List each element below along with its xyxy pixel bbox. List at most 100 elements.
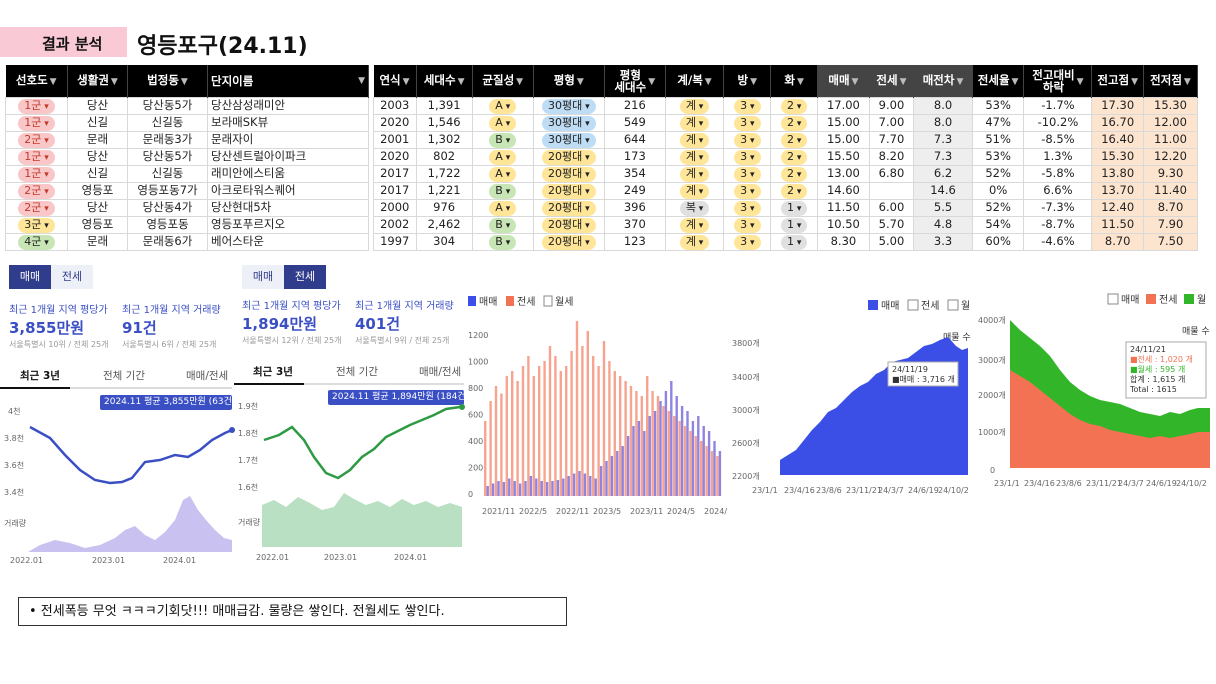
tab-all-2[interactable]: 전체 기간 [336, 366, 378, 378]
table-row[interactable]: 4군문래문래동6가베어스타운 [5, 232, 369, 251]
cell-pref[interactable]: 1군 [5, 96, 68, 115]
cell-bath[interactable]: 1 [770, 198, 819, 217]
table-row[interactable]: 3군영등포영등포동영등포푸르지오 [5, 215, 369, 234]
header-col-5[interactable]: 계/복 ▼ [665, 65, 725, 97]
header-col-1[interactable]: 세대수 ▼ [416, 65, 473, 97]
cell-bath[interactable]: 1 [770, 232, 819, 251]
cell-bath[interactable]: 2 [770, 96, 819, 115]
cell-type[interactable]: 계 [664, 232, 725, 251]
cell-pref[interactable]: 1군 [5, 164, 68, 183]
cell-type[interactable]: 계 [664, 215, 725, 234]
toggle-jeonse-1[interactable]: 전세 [51, 265, 93, 289]
cell-size[interactable]: 30평대 [532, 130, 605, 149]
table-row[interactable]: 2군영등포영등포동7가아크로타워스퀘어 [5, 181, 369, 200]
cell-room[interactable]: 3 [723, 147, 772, 166]
header-col-9[interactable]: 전세 ▼ [869, 65, 915, 97]
cell-uniformity[interactable]: A [471, 147, 534, 166]
cell-pref[interactable]: 1군 [5, 113, 68, 132]
cell-type[interactable]: 계 [664, 181, 725, 200]
table-row[interactable]: 2020 802 A 20평대 173 계 3 2 15.50 8.20 7.3… [373, 147, 1199, 166]
cell-uniformity[interactable]: B [471, 232, 534, 251]
table-row[interactable]: 2002 2,462 B 20평대 370 계 3 1 10.50 5.70 4… [373, 215, 1199, 234]
tab-salejeonse-2[interactable]: 매매/전세 [419, 366, 462, 378]
cell-room[interactable]: 3 [723, 181, 772, 200]
header-dong[interactable]: 법정동 ▼ [127, 65, 208, 97]
toggle-sale-2[interactable]: 매매 [242, 265, 284, 289]
cell-bath[interactable]: 2 [770, 147, 819, 166]
tab-recent3y-2[interactable]: 최근 3년 [253, 366, 293, 378]
cell-size[interactable]: 20평대 [532, 215, 605, 234]
cell-uniformity[interactable]: B [471, 215, 534, 234]
cell-size[interactable]: 20평대 [532, 164, 605, 183]
cell-type[interactable]: 계 [664, 96, 725, 115]
cell-pref[interactable]: 2군 [5, 130, 68, 149]
header-col-7[interactable]: 화 ▼ [770, 65, 819, 97]
header-col-3[interactable]: 평형 ▼ [533, 65, 605, 97]
table-row[interactable]: 2군당산당산동4가당산현대5차 [5, 198, 369, 217]
cell-pref[interactable]: 1군 [5, 147, 68, 166]
toggle-jeonse-2[interactable]: 전세 [284, 265, 326, 289]
tab-recent3y-1[interactable]: 최근 3년 [20, 370, 60, 382]
cell-uniformity[interactable]: A [471, 113, 534, 132]
cell-bath[interactable]: 2 [770, 164, 819, 183]
header-area[interactable]: 생활권 ▼ [67, 65, 128, 97]
table-row[interactable]: 1군신길신길동래미안에스티움 [5, 164, 369, 183]
cell-type[interactable]: 복 [664, 198, 725, 217]
cell-pref[interactable]: 2군 [5, 198, 68, 217]
cell-pref[interactable]: 3군 [5, 215, 68, 234]
header-col-8[interactable]: 매매 ▼ [817, 65, 870, 97]
table-row[interactable]: 2020 1,546 A 30평대 549 계 3 2 15.00 7.00 8… [373, 113, 1199, 132]
cell-type[interactable]: 계 [664, 164, 725, 183]
cell-pref[interactable]: 4군 [5, 232, 68, 251]
cell-type[interactable]: 계 [664, 113, 725, 132]
cell-room[interactable]: 3 [723, 198, 772, 217]
table-row[interactable]: 1군신길신길동보라매SK뷰 [5, 113, 369, 132]
cell-uniformity[interactable]: B [471, 130, 534, 149]
table-row[interactable]: 2003 1,391 A 30평대 216 계 3 2 17.00 9.00 8… [373, 96, 1199, 115]
cell-size[interactable]: 20평대 [532, 147, 605, 166]
cell-room[interactable]: 3 [723, 113, 772, 132]
cell-size[interactable]: 30평대 [532, 96, 605, 115]
cell-room[interactable]: 3 [723, 232, 772, 251]
cell-size[interactable]: 30평대 [532, 113, 605, 132]
cell-size[interactable]: 20평대 [532, 181, 605, 200]
cell-room[interactable]: 3 [723, 96, 772, 115]
header-col-4[interactable]: 평형 세대수 ▼ [604, 65, 666, 97]
cell-uniformity[interactable]: A [471, 198, 534, 217]
cell-bath[interactable]: 2 [770, 113, 819, 132]
table-row[interactable]: 2000 976 A 20평대 396 복 3 1 11.50 6.00 5.5… [373, 198, 1199, 217]
header-col-2[interactable]: 균질성 ▼ [472, 65, 534, 97]
table-row[interactable]: 1997 304 B 20평대 123 계 3 1 8.30 5.00 3.3 … [373, 232, 1199, 251]
cell-uniformity[interactable]: B [471, 181, 534, 200]
cell-bath[interactable]: 2 [770, 181, 819, 200]
header-col-13[interactable]: 전고점 ▼ [1091, 65, 1144, 97]
cell-room[interactable]: 3 [723, 215, 772, 234]
header-col-11[interactable]: 전세율 ▼ [972, 65, 1025, 97]
header-pref[interactable]: 선호도 ▼ [5, 65, 68, 97]
cell-size[interactable]: 20평대 [532, 232, 605, 251]
header-col-0[interactable]: 연식 ▼ [373, 65, 417, 97]
table-row[interactable]: 2017 1,221 B 20평대 249 계 3 2 14.60 14.6 0… [373, 181, 1199, 200]
header-name[interactable]: 단지이름 ▼ [207, 65, 369, 97]
tab-all-1[interactable]: 전체 기간 [103, 370, 145, 382]
cell-size[interactable]: 20평대 [532, 198, 605, 217]
table-row[interactable]: 2017 1,722 A 20평대 354 계 3 2 13.00 6.80 6… [373, 164, 1199, 183]
table-row[interactable]: 2001 1,302 B 30평대 644 계 3 2 15.00 7.70 7… [373, 130, 1199, 149]
cell-room[interactable]: 3 [723, 164, 772, 183]
cell-bath[interactable]: 2 [770, 130, 819, 149]
cell-type[interactable]: 계 [664, 147, 725, 166]
header-col-12[interactable]: 전고대비 하락 ▼ [1023, 65, 1093, 97]
table-row[interactable]: 1군당산당산동5가당산센트럴아이파크 [5, 147, 369, 166]
tab-salejeonse-1[interactable]: 매매/전세 [186, 370, 229, 382]
toggle-sale-1[interactable]: 매매 [9, 265, 51, 289]
header-col-10[interactable]: 매전차 ▼ [913, 65, 973, 97]
cell-room[interactable]: 3 [723, 130, 772, 149]
cell-uniformity[interactable]: A [471, 164, 534, 183]
header-col-14[interactable]: 전저점 ▼ [1143, 65, 1199, 97]
cell-pref[interactable]: 2군 [5, 181, 68, 200]
table-row[interactable]: 2군문래문래동3가문래자이 [5, 130, 369, 149]
header-col-6[interactable]: 방 ▼ [723, 65, 772, 97]
cell-bath[interactable]: 1 [770, 215, 819, 234]
cell-type[interactable]: 계 [664, 130, 725, 149]
table-row[interactable]: 1군당산당산동5가당산삼성래미안 [5, 96, 369, 115]
